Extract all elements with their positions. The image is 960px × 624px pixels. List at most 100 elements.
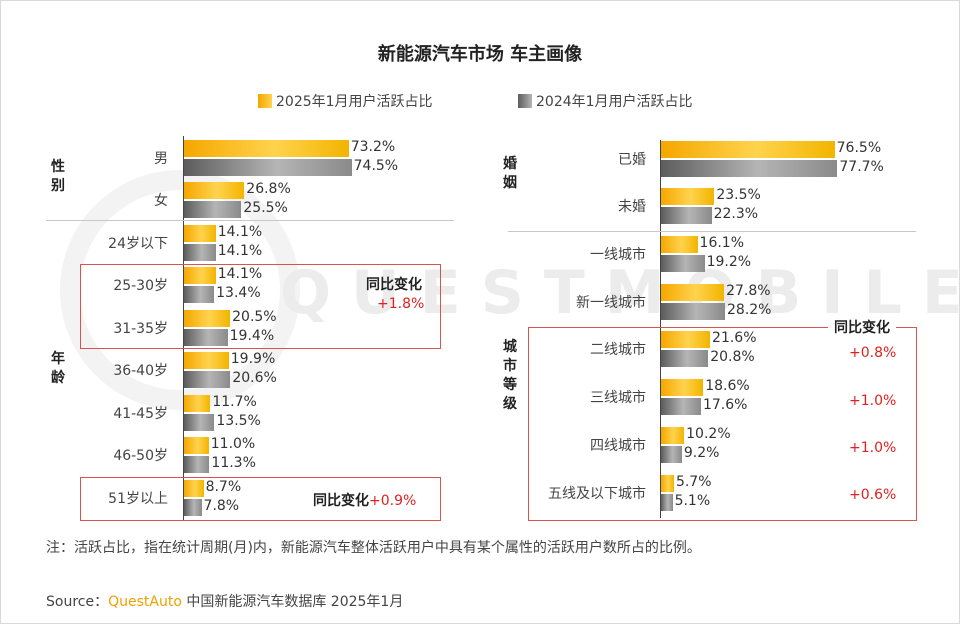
bar-current: [184, 182, 245, 199]
source-prefix: Source：: [46, 594, 109, 610]
yoy-value-25-35: +1.8%: [377, 296, 425, 312]
value-label-previous: 9.2%: [683, 445, 720, 461]
group-city-tier: 城市等级: [503, 339, 517, 412]
category-label: 女: [154, 193, 168, 209]
value-label-current: 76.5%: [836, 140, 882, 156]
yoy-box-city: [528, 327, 917, 521]
category-label: 二线城市: [590, 342, 646, 358]
watermark-text: QUESTMOBILE: [280, 258, 960, 328]
bar-previous: [184, 286, 215, 303]
legend-previous: 2024年1月用户活跃占比: [518, 91, 693, 111]
legend-current: 2025年1月用户活跃占比: [258, 91, 433, 111]
bar-previous: [184, 414, 215, 431]
value-label-previous: 19.2%: [706, 254, 752, 270]
bar-previous: [661, 207, 712, 224]
yoy-value-51plus: +0.9%: [369, 493, 417, 509]
yoy-value-tier2: +0.8%: [849, 345, 897, 361]
right-separator: [508, 231, 916, 232]
bar-previous: [661, 446, 682, 463]
group-age: 年龄: [51, 351, 65, 386]
bar-current: [184, 352, 229, 369]
yoy-box-25-35: [80, 264, 441, 349]
source-line: Source：QuestAuto 中国新能源汽车数据库 2025年1月: [46, 591, 403, 611]
bar-previous: [661, 398, 701, 415]
bar-previous: [184, 456, 210, 473]
value-label-current: 11.7%: [212, 394, 257, 410]
value-label-previous: 7.8%: [203, 498, 240, 514]
value-label-current: 5.7%: [675, 474, 712, 490]
legend-current-label: 2025年1月用户活跃占比: [276, 94, 433, 110]
bar-current: [184, 140, 349, 157]
value-label-current: 14.1%: [217, 266, 263, 282]
bar-current: [184, 310, 231, 327]
yoy-row-51plus: 同比变化+0.9%: [313, 490, 416, 510]
category-label: 一线城市: [590, 247, 646, 263]
value-label-current: 23.5%: [716, 187, 761, 203]
value-label-current: 14.1%: [217, 224, 263, 240]
bar-current: [661, 379, 704, 396]
group-gender: 性别: [51, 159, 65, 194]
category-label: 24岁以下: [108, 236, 168, 252]
source-suffix: 中国新能源汽车数据库 2025年1月: [181, 594, 404, 610]
value-label-previous: 19.4%: [229, 328, 275, 344]
bar-previous: [184, 244, 216, 261]
value-label-previous: 11.3%: [211, 455, 256, 471]
value-label-previous: 22.3%: [713, 206, 759, 222]
value-label-previous: 13.5%: [216, 413, 261, 429]
category-label: 41-45岁: [113, 406, 168, 422]
bar-previous: [184, 371, 231, 388]
value-label-current: 73.2%: [350, 139, 396, 155]
yoy-value-tier3: +1.0%: [849, 393, 897, 409]
category-label: 新一线城市: [576, 295, 646, 311]
bar-current: [184, 480, 204, 497]
value-label-current: 27.8%: [726, 283, 771, 299]
bar-current: [661, 427, 685, 444]
value-label-current: 20.5%: [232, 309, 277, 325]
yoy-title-city: 同比变化: [828, 317, 896, 337]
group-marital: 婚姻: [503, 156, 517, 191]
bar-previous: [661, 255, 705, 272]
yoy-title-51plus: 同比变化: [313, 493, 369, 509]
value-label-current: 11.0%: [210, 436, 256, 452]
bar-current: [661, 331, 711, 348]
legend-previous-label: 2024年1月用户活跃占比: [536, 94, 693, 110]
bar-previous: [184, 329, 228, 346]
yoy-title-25-35: 同比变化: [366, 277, 422, 293]
bar-current: [184, 395, 211, 412]
yoy-value-tier5: +0.6%: [849, 487, 897, 503]
bar-current: [184, 225, 216, 242]
value-label-current: 8.7%: [205, 479, 242, 495]
value-label-previous: 74.5%: [353, 158, 399, 174]
category-label: 已婚: [618, 152, 646, 168]
value-label-current: 19.9%: [230, 351, 276, 367]
value-label-current: 21.6%: [712, 330, 757, 346]
value-label-previous: 77.7%: [839, 159, 884, 175]
legend-previous-swatch: [518, 94, 532, 108]
yoy-value-tier4: +1.0%: [849, 440, 897, 456]
bar-previous: [184, 159, 352, 176]
value-label-previous: 17.6%: [702, 397, 748, 413]
bar-previous: [661, 494, 673, 511]
bar-current: [661, 236, 698, 253]
bar-current: [661, 475, 674, 492]
category-label: 36-40岁: [113, 363, 168, 379]
value-label-previous: 20.8%: [710, 349, 755, 365]
bar-previous: [661, 303, 725, 320]
category-label: 25-30岁: [113, 278, 168, 294]
bar-previous: [184, 201, 242, 218]
category-label: 男: [154, 151, 168, 167]
legend-current-swatch: [258, 94, 272, 108]
bar-current: [661, 141, 835, 158]
bar-current: [184, 267, 216, 284]
value-label-current: 16.1%: [699, 235, 745, 251]
value-label-current: 18.6%: [705, 378, 750, 394]
bar-current: [661, 284, 725, 301]
category-label: 四线城市: [590, 438, 646, 454]
value-label-previous: 14.1%: [217, 243, 263, 259]
value-label-previous: 25.5%: [243, 200, 288, 216]
category-label: 51岁以上: [108, 491, 168, 507]
value-label-current: 26.8%: [246, 181, 291, 197]
category-label: 46-50岁: [113, 448, 168, 464]
bar-previous: [661, 350, 709, 367]
footnote: 注：活跃占比，指在统计周期(月)内，新能源汽车整体活跃用户中具有某个属性的活跃用…: [46, 540, 701, 556]
